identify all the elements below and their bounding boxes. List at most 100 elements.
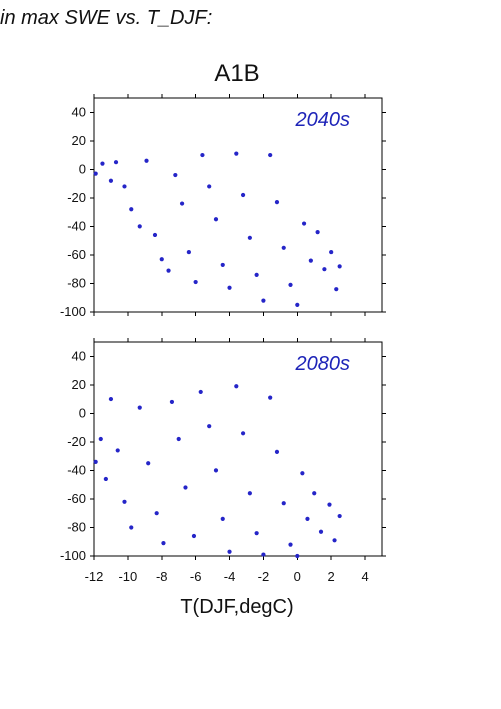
scatter-point <box>274 200 280 205</box>
y-tick-label: -100 <box>60 304 86 319</box>
y-tick-label: 40 <box>72 104 86 119</box>
scatter-point <box>100 161 105 166</box>
scatter-point <box>301 221 307 226</box>
scatter-point <box>144 158 149 163</box>
y-tick-label: -100 <box>60 548 86 563</box>
scatter-point <box>207 424 212 429</box>
x-axis-label: T(DJF,degC) <box>180 596 293 618</box>
x-tick-label: -4 <box>224 569 236 584</box>
x-tick-label: -8 <box>156 569 168 584</box>
scatter-point <box>169 399 175 405</box>
scatter-point <box>108 178 114 183</box>
scatter-point <box>93 459 98 464</box>
x-tick-label: -6 <box>190 569 202 584</box>
scatter-point <box>254 272 259 278</box>
scatter-point <box>288 542 293 547</box>
scatter-point <box>254 531 259 536</box>
scatter-point <box>327 502 332 507</box>
y-tick-label: 20 <box>72 377 86 392</box>
scatter-point <box>176 436 181 442</box>
scatter-point <box>247 491 252 496</box>
panel-label: 2080s <box>295 353 351 375</box>
scatter-point <box>247 235 252 240</box>
scatter-point <box>268 152 273 158</box>
y-tick-label: -60 <box>67 491 86 506</box>
scatter-point <box>173 172 178 178</box>
scatter-point <box>154 511 159 516</box>
scatter-point <box>240 192 246 198</box>
scatter-point <box>152 232 158 238</box>
scatter-point <box>234 151 239 156</box>
scatter-point <box>183 485 188 490</box>
scatter-point <box>332 538 337 543</box>
plot-frame <box>93 97 383 313</box>
scatter-point <box>161 541 166 546</box>
y-tick-label: -80 <box>67 275 86 290</box>
scatter-point <box>305 516 310 522</box>
scatter-point <box>274 449 280 454</box>
scatter-point <box>179 201 185 206</box>
x-tick-label: -12 <box>85 569 104 584</box>
scatter-point <box>103 476 108 482</box>
scatter-point <box>334 287 339 292</box>
scatter-point <box>122 499 127 504</box>
header-title: in max SWE vs. T_DJF: <box>0 7 212 29</box>
scatter-point <box>268 395 273 400</box>
y-tick-label: -40 <box>67 462 86 477</box>
scatter-point <box>308 258 313 263</box>
y-tick-label: -60 <box>67 247 86 262</box>
scatter-point <box>113 160 119 165</box>
scatter-point <box>295 553 300 559</box>
scatter-point <box>207 184 212 189</box>
scatter-point <box>300 471 305 476</box>
scatter-point <box>329 249 334 255</box>
y-tick-label: 0 <box>79 161 86 176</box>
scatter-point <box>220 262 225 268</box>
scatter-point <box>200 152 205 158</box>
scatter-point <box>337 264 342 269</box>
scatter-point <box>295 302 300 307</box>
scatter-point <box>146 461 151 466</box>
scatter-point <box>315 230 320 235</box>
scatter-point <box>312 491 317 496</box>
top-scatter-panel: 40 20 0 -20 -40 -60 -80 -100 2040s <box>60 94 386 319</box>
y-tick-label: -20 <box>67 434 86 449</box>
scatter-point <box>240 431 246 436</box>
scatter-point <box>281 245 286 250</box>
scatter-point <box>129 525 134 530</box>
scatter-point <box>137 405 142 410</box>
scatter-point <box>198 389 203 395</box>
scatter-point <box>93 171 98 176</box>
scatter-point <box>227 285 232 290</box>
scatter-point <box>193 279 198 285</box>
scatter-point <box>227 549 232 554</box>
y-tick-label: 20 <box>72 133 86 148</box>
plot-frame <box>93 341 383 557</box>
y-tick-label: 40 <box>72 348 86 363</box>
scatter-point <box>337 513 342 519</box>
scatter-point <box>261 552 266 557</box>
scatter-point <box>186 249 191 255</box>
scatter-point <box>281 501 286 506</box>
scatter-point <box>261 298 266 303</box>
scatter-point <box>122 184 127 189</box>
scatter-point <box>213 217 219 222</box>
scenario-title: A1B <box>214 60 259 87</box>
x-tick-label: -2 <box>258 569 270 584</box>
y-tick-label: -80 <box>67 519 86 534</box>
scatter-point <box>288 282 293 287</box>
scatter-point <box>115 448 120 453</box>
y-tick-label: -40 <box>67 218 86 233</box>
scatter-point <box>220 516 225 522</box>
scatter-point <box>98 436 103 442</box>
scatter-point <box>191 533 197 539</box>
x-tick-label: 0 <box>294 569 301 584</box>
y-tick-label: 0 <box>79 405 86 420</box>
x-tick-label: -10 <box>118 569 137 584</box>
scatter-point <box>129 207 134 212</box>
scatter-point <box>108 396 114 402</box>
scatter-point <box>159 257 164 262</box>
